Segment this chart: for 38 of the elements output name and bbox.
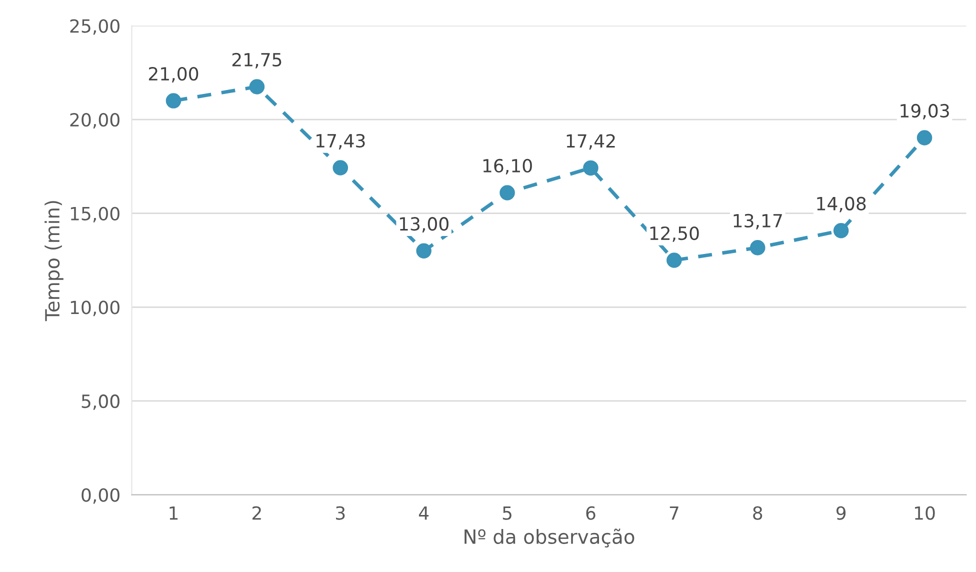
x-tick-label: 5 [502,506,512,520]
x-tick-label: 6 [586,506,596,520]
y-tick-label: 5,00 [82,394,120,410]
x-tick-label: 7 [670,506,678,520]
data-label: 17,42 [566,134,615,150]
point [750,240,766,256]
point [833,222,849,238]
data-label: 12,50 [650,226,699,242]
x-tick-label: 2 [252,506,261,520]
point [916,130,932,146]
x-tick-label: 4 [418,506,429,520]
data-label: 13,00 [400,217,448,233]
y-tick-label: 25,00 [70,19,120,35]
data-label: 19,03 [900,104,949,120]
point [416,243,432,259]
data-label: 21,75 [232,52,282,68]
x-axis-title: Nº da observação [464,528,634,548]
y-tick-label: 15,00 [70,206,120,222]
x-tick-label: 1 [170,506,178,520]
data-label: 21,00 [148,66,198,82]
point [332,160,348,176]
data-label: 14,08 [817,196,866,212]
point [166,93,182,108]
y-tick-label: 20,00 [70,113,120,129]
point [583,160,598,176]
y-axis-title: Tempo (min) [44,201,64,322]
data-label: 13,17 [734,214,782,230]
data-label: 17,43 [316,134,365,150]
y-tick-label: 0,00 [82,488,120,504]
point [249,79,265,94]
y-tick-label: 10,00 [70,300,120,316]
x-tick-label: 3 [336,506,345,520]
x-tick-label: 9 [836,506,846,520]
point [666,252,682,268]
data-label: 16,10 [483,158,532,174]
x-tick-label: 10 [915,506,935,520]
point [500,185,515,200]
x-tick-label: 8 [753,506,762,520]
